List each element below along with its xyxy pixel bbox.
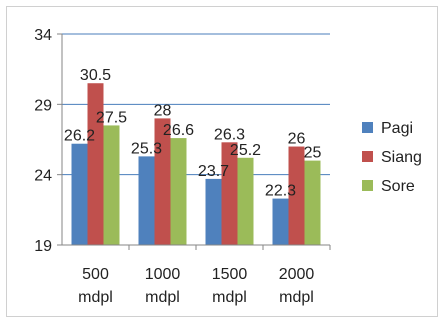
y-tick-label: 19 [34,238,52,255]
bar-sore [237,157,254,245]
bar-pagi [138,156,155,245]
data-label: 23.7 [198,163,229,180]
bar-siang [87,83,104,245]
data-label: 22.3 [265,183,296,200]
x-category-label: mdpl [145,289,180,306]
y-axis: 19 24 29 34 [34,27,63,255]
legend-label-pagi: Pagi [381,120,413,137]
data-label: 26 [288,131,306,148]
x-category-label: mdpl [78,289,113,306]
bar-sore [170,138,187,245]
legend-swatch-siang [362,151,373,162]
data-label: 26.3 [214,126,245,143]
bar-pagi [272,198,289,245]
y-tick-label: 34 [34,27,52,44]
legend-swatch-sore [362,180,373,191]
data-label: 28 [154,102,172,119]
x-axis: 500 mdpl 1000 mdpl 1500 mdpl 2000 mdpl [62,244,331,306]
legend-label-siang: Siang [381,149,422,166]
x-category-label: 2000 [279,266,315,283]
data-label: 30.5 [80,67,111,84]
legend-label-sore: Sore [381,178,415,195]
y-tick-label: 24 [34,168,52,185]
bar-sore [304,160,321,245]
bar-pagi [71,143,88,245]
x-category-label: 1500 [212,266,248,283]
data-label: 27.5 [96,109,127,126]
data-label: 26.2 [64,128,95,145]
data-label: 25.2 [230,142,261,159]
x-category-label: mdpl [279,289,314,306]
legend-swatch-pagi [362,122,373,133]
y-tick-label: 29 [34,97,52,114]
bar-sore [103,125,120,245]
data-labels: 26.2 30.5 27.525.3 28 26.6 23.7 26.325.2 22.3 26… [64,67,322,199]
data-label: 25.3 [131,140,162,157]
data-label: 25 [304,145,322,162]
bar-siang [154,118,171,245]
x-category-label: mdpl [212,289,247,306]
bar-pagi [205,178,222,245]
x-category-label: 500 [82,266,109,283]
bar-siang [288,146,305,245]
legend: Pagi Siang Sore [362,120,422,195]
bars [71,83,321,245]
x-category-label: 1000 [145,266,181,283]
bar-siang [221,142,238,245]
data-label: 26.6 [163,122,194,139]
